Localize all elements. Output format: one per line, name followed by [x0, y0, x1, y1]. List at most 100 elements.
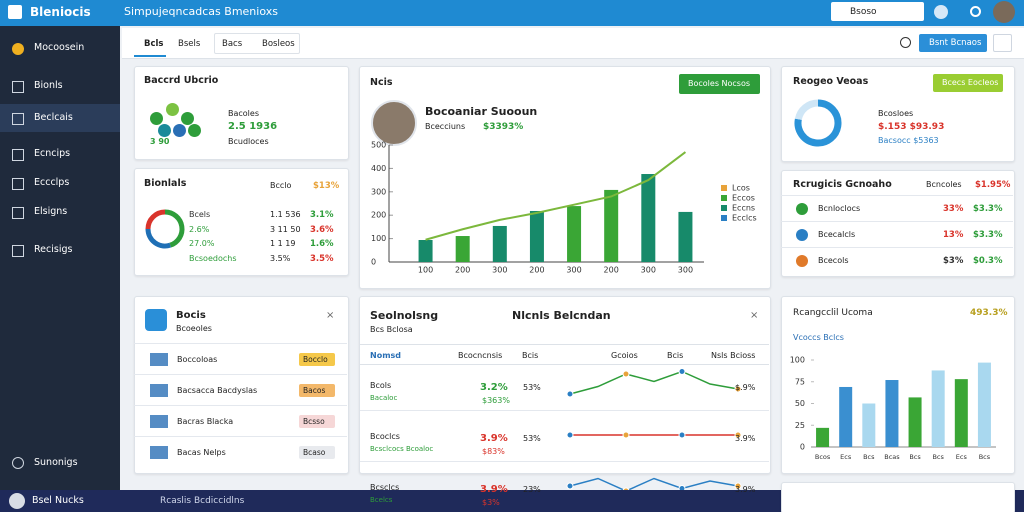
sparkline-point: [734, 385, 742, 393]
sidebar-icon: [12, 178, 24, 190]
icon[interactable]: [970, 6, 981, 17]
cell: $363%: [482, 396, 510, 405]
divider: [360, 410, 769, 411]
totals-card: [134, 168, 349, 276]
sidebar-item[interactable]: Sunonigs: [34, 457, 78, 468]
sidebar-icon: [12, 43, 24, 55]
cell: 1.1 536: [270, 210, 301, 219]
cell: Bcsoedochs: [189, 253, 237, 263]
cell: 53%: [523, 383, 541, 392]
tab[interactable]: Bsels: [178, 39, 201, 49]
button-label[interactable]: Bocoles Nocsos: [688, 79, 751, 88]
x-tick-label: 300: [566, 266, 581, 275]
cell: $3%: [482, 498, 500, 507]
cell: 33%: [943, 204, 964, 214]
column-head: Bcis: [667, 351, 684, 360]
cell: 3 11 50: [270, 224, 301, 234]
tab[interactable]: Bcls: [144, 39, 164, 49]
y-tick-label: 0: [371, 258, 376, 267]
table-card: [359, 296, 771, 474]
icon[interactable]: [934, 5, 948, 19]
cell: Bcsclcocs Bcoaloc: [370, 445, 434, 453]
cell: Bcels: [189, 210, 211, 219]
close-button[interactable]: ×: [326, 310, 335, 321]
cell: Bcoclcs: [370, 432, 400, 441]
bar-chart: 0 25 50 75 100 Bcos Ecs Bcs Bcas Bcs Bcs Ecs Bcs: [790, 356, 996, 461]
sidebar-item[interactable]: Ecncips: [34, 148, 71, 159]
card-title: Bionlals: [144, 178, 187, 189]
search-input[interactable]: Bsoso: [850, 7, 877, 17]
bar: [641, 174, 656, 262]
cell: $0.3%: [973, 256, 1003, 266]
button[interactable]: [919, 34, 987, 52]
sidebar-item[interactable]: Recisigs: [34, 244, 73, 255]
sidebar-item[interactable]: Bionls: [34, 80, 63, 91]
row-icon: [150, 415, 168, 428]
cell: 27.0%: [189, 239, 215, 248]
y-tick-label: 200: [371, 211, 386, 220]
subtitle: Vcoccs Bclcs: [793, 333, 844, 342]
button-label[interactable]: Bcecs Eocleos: [942, 78, 999, 87]
tab-group: [214, 33, 300, 54]
icon-dot: [188, 124, 201, 137]
note: Bcudloces: [228, 137, 269, 146]
sparkline-point: [678, 368, 686, 375]
sparkline-point: [622, 370, 630, 378]
legend-label: Ecclcs: [732, 214, 757, 223]
search-box[interactable]: [831, 2, 924, 21]
column-head: $1.95%: [975, 180, 1011, 190]
cell: Bcnloclocs: [818, 204, 861, 213]
icon-dot: [158, 124, 171, 137]
legend-swatch: [721, 185, 727, 191]
search-icon[interactable]: [900, 37, 911, 48]
bar: [954, 379, 968, 447]
legend-swatch: [721, 205, 727, 211]
tab-indicator: [134, 55, 166, 57]
sparkline-point: [734, 482, 742, 490]
row-icon: [150, 384, 168, 397]
x-tick-label: 300: [641, 266, 656, 275]
row-divider: [134, 405, 347, 406]
search-text: Simpujeqncadcas Bmenioxs: [124, 5, 278, 18]
tab[interactable]: Bosleos: [262, 39, 295, 49]
button-label[interactable]: Bsnt Bcnaos: [929, 38, 982, 48]
y-tick-label: 300: [371, 187, 386, 196]
sparkline-point: [734, 431, 742, 439]
x-tick-label: 200: [455, 266, 470, 275]
legend-swatch: [721, 195, 727, 201]
ranking-card: [781, 170, 1015, 277]
legend-label: Eccns: [732, 204, 755, 213]
cell: 1.6%: [310, 239, 334, 249]
sidebar-item[interactable]: Elsigns: [34, 206, 68, 217]
cell: Bcols: [370, 381, 392, 390]
tag-label: Bcaso: [303, 448, 326, 457]
row-divider: [781, 247, 1013, 248]
bar: [862, 403, 876, 447]
heading: Bocoaniar Suooun: [425, 105, 538, 118]
row-divider: [134, 374, 347, 375]
note: Bacsocc $5363: [878, 136, 939, 145]
tag: [299, 415, 335, 428]
sidebar-item[interactable]: Eccclps: [34, 177, 70, 188]
bar-line-chart: 0 100 200 300 400 500 100 200 300 200 300 200 300 300…: [371, 141, 757, 275]
cell: 3.5%: [270, 253, 291, 263]
x-tick-label: 200: [604, 266, 619, 275]
button[interactable]: [679, 74, 760, 94]
button[interactable]: [933, 74, 1003, 92]
tag-label: Bcsso: [303, 417, 325, 426]
close-button[interactable]: ×: [750, 310, 759, 321]
cell: Bcsclcs: [370, 483, 400, 492]
button[interactable]: [993, 34, 1012, 52]
tab[interactable]: Bacs: [222, 39, 243, 49]
avatar[interactable]: [993, 1, 1015, 23]
bar: [678, 211, 693, 262]
bar: [455, 236, 470, 262]
sidebar-item[interactable]: Mocoosein: [34, 42, 85, 53]
x-tick-label: Bcos: [815, 453, 831, 461]
card-partial: [781, 482, 1015, 512]
row-icon: [150, 446, 168, 459]
sparkline: [569, 477, 739, 490]
sparkline-point: [566, 390, 574, 398]
bar: [492, 225, 507, 262]
sidebar-item[interactable]: Beclcais: [34, 112, 73, 123]
